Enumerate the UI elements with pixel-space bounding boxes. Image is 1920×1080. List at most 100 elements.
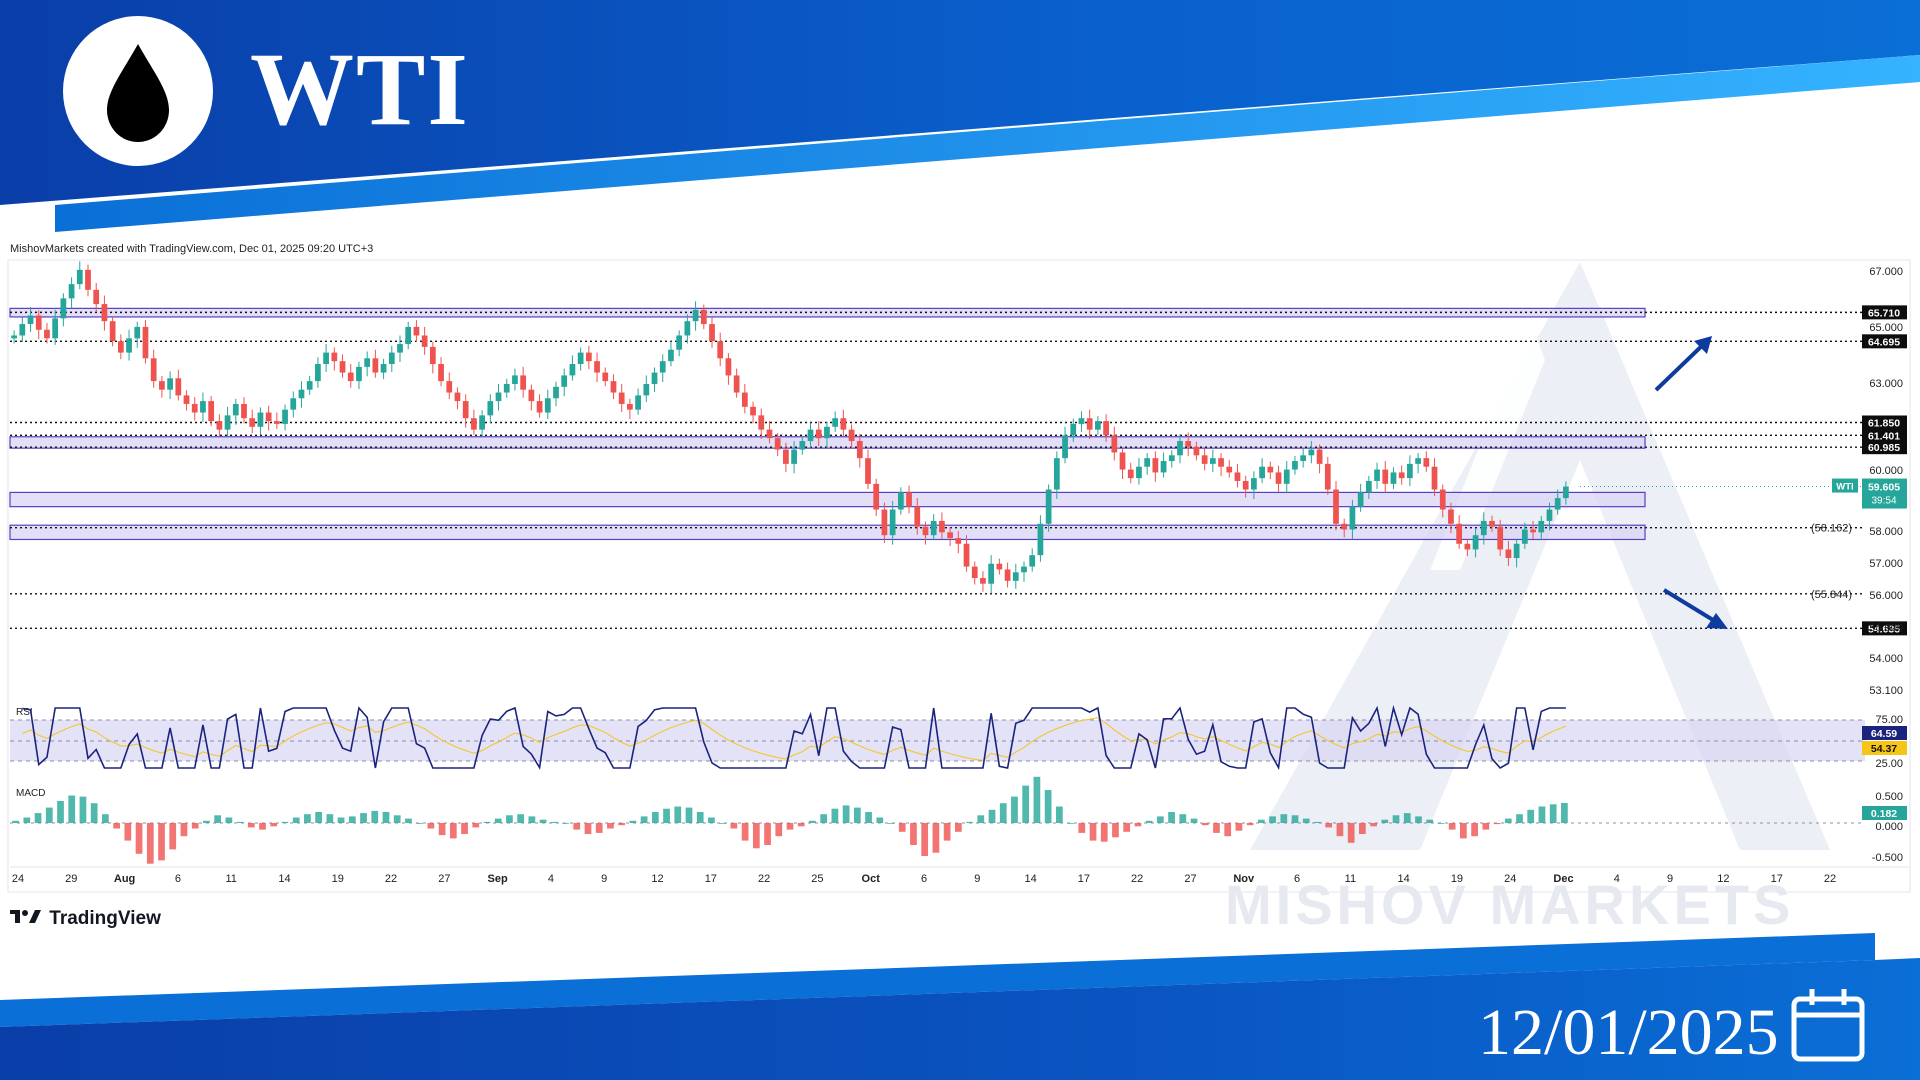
x-axis-tick: 9: [601, 873, 607, 885]
macd-bar: [135, 823, 143, 854]
macd-bar: [405, 818, 412, 823]
candle: [1374, 469, 1380, 481]
rsi-value-tag: [1862, 726, 1907, 740]
macd-bar: [528, 816, 536, 823]
candle: [364, 358, 371, 367]
price-axis-tick: 58.000: [1869, 526, 1903, 538]
macd-bar: [1067, 823, 1074, 824]
macd-bar: [730, 823, 738, 829]
macd-bar: [1504, 818, 1512, 823]
x-axis-tick: 12: [1717, 873, 1729, 885]
candle: [134, 326, 141, 339]
x-axis-tick: 29: [65, 873, 77, 885]
candle: [52, 318, 59, 339]
key-level-label: 54.635: [1868, 623, 1900, 635]
macd-bar: [1471, 823, 1478, 837]
macd-bar: [696, 812, 704, 823]
macd-bar: [427, 823, 435, 829]
macd-bar: [483, 821, 491, 823]
macd-bar: [281, 821, 289, 823]
candle: [610, 381, 617, 393]
candle: [1530, 529, 1536, 533]
top-banner-stripe: [55, 55, 1920, 232]
x-axis-tick: 22: [1824, 873, 1836, 885]
x-axis-tick: 25: [811, 873, 823, 885]
candle: [60, 298, 67, 319]
key-level-label: 61.850: [1868, 417, 1900, 429]
candle: [265, 412, 272, 422]
candle: [1086, 418, 1093, 430]
tradingview-brand: TradingView: [10, 908, 161, 930]
candle: [1021, 566, 1027, 573]
macd-bar: [90, 803, 98, 823]
macd-bar: [337, 817, 345, 823]
macd-bar: [1022, 785, 1030, 823]
key-level-tag: [1862, 415, 1907, 430]
macd-bar: [842, 805, 850, 823]
macd-bar: [1100, 823, 1108, 842]
candle: [1316, 449, 1323, 464]
macd-bar: [977, 815, 985, 823]
rsi-axis-tick: 25.00: [1875, 758, 1903, 770]
candle: [85, 269, 91, 290]
macd-bar: [23, 817, 31, 823]
candle: [19, 324, 26, 336]
rsi-line: [22, 704, 1566, 771]
candle: [117, 341, 124, 353]
key-level-label: 60.985: [1868, 442, 1900, 454]
candle: [1012, 572, 1019, 581]
x-axis-tick: 24: [1504, 873, 1516, 885]
candle: [520, 375, 527, 390]
support-resistance-zone: [9, 491, 1646, 508]
macd-bar: [472, 823, 480, 828]
macd-bar: [1201, 823, 1209, 826]
candle: [791, 449, 797, 464]
macd-bar: [203, 820, 210, 823]
macd-bar: [57, 801, 64, 823]
x-axis-tick: 19: [1451, 873, 1463, 885]
rsi-axis-tick: 75.00: [1875, 714, 1903, 726]
candle: [988, 563, 995, 584]
candle: [922, 526, 929, 536]
candle: [93, 289, 100, 305]
macd-bar: [292, 817, 300, 823]
key-level-label: (58.162): [1811, 523, 1852, 535]
macd-bar: [1403, 813, 1411, 823]
macd-bar: [1370, 823, 1377, 827]
candle: [1349, 506, 1356, 530]
candle: [462, 401, 469, 419]
candle: [1357, 492, 1364, 507]
macd-bar: [1314, 821, 1321, 823]
candle: [413, 326, 420, 336]
candle: [471, 418, 477, 430]
chart-credit: MishovMarkets created with TradingView.c…: [10, 243, 374, 255]
calendar-icon: [1791, 989, 1865, 1062]
candle: [1177, 441, 1183, 456]
candle: [577, 352, 584, 365]
candle: [1037, 523, 1044, 556]
candle: [1242, 480, 1249, 490]
candle: [1439, 489, 1446, 510]
candle: [1308, 449, 1315, 456]
macd-bar: [191, 823, 199, 829]
x-axis-tick: 17: [705, 873, 717, 885]
candle: [594, 361, 600, 373]
up-arrow-icon: [1654, 338, 1710, 392]
macd-bar: [1561, 802, 1568, 823]
price-axis-tick: 54.000: [1869, 653, 1903, 665]
candle: [1209, 458, 1216, 464]
candle: [774, 438, 781, 450]
macd-bar: [1325, 823, 1333, 828]
candle: [1070, 423, 1077, 436]
macd-bar: [1527, 809, 1535, 823]
macd-bar: [1549, 804, 1557, 823]
macd-bar: [618, 823, 626, 826]
oil-drop-icon: [107, 44, 169, 142]
macd-bar: [169, 823, 177, 850]
candle: [914, 506, 921, 527]
macd-bar: [360, 813, 367, 823]
candle: [109, 321, 116, 342]
macd-bar: [1336, 823, 1344, 837]
symbol-label: WTI: [1836, 482, 1853, 493]
candle: [1382, 469, 1389, 484]
